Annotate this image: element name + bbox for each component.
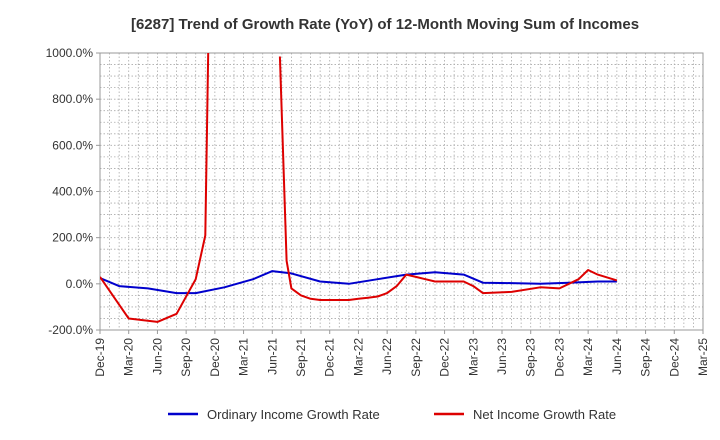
chart-title: [6287] Trend of Growth Rate (YoY) of 12-… [131, 16, 639, 33]
x-tick-label: Dec-20 [208, 338, 222, 377]
y-tick-label: 0.0% [66, 277, 94, 291]
x-tick-label: Jun-23 [495, 338, 509, 375]
y-tick-label: 200.0% [52, 231, 93, 245]
x-tick-label: Mar-22 [351, 338, 365, 376]
x-tick-label: Dec-21 [323, 338, 337, 377]
x-tick-label: Mar-20 [122, 338, 136, 376]
legend-label-net-income: Net Income Growth Rate [473, 407, 616, 422]
legend-label-ordinary-income: Ordinary Income Growth Rate [207, 407, 380, 422]
x-tick-label: Jun-21 [265, 338, 279, 375]
x-tick-label: Mar-24 [581, 338, 595, 376]
x-tick-label: Sep-20 [179, 338, 193, 377]
x-tick-label: Mar-25 [696, 338, 710, 376]
y-tick-label: 800.0% [52, 92, 93, 106]
series-lines [100, 53, 618, 323]
x-tick-label: Dec-24 [667, 338, 681, 377]
x-tick-label: Jun-22 [380, 338, 394, 375]
y-tick-label: 1000.0% [46, 46, 94, 60]
series-line-net-income [100, 53, 618, 323]
x-tick-label: Dec-23 [552, 338, 566, 377]
x-tick-label: Sep-24 [639, 338, 653, 377]
x-tick-label: Mar-23 [466, 338, 480, 376]
x-tick-label: Mar-21 [237, 338, 251, 376]
x-axis: Dec-19 Mar-20 Jun-20 Sep-20 Dec-20 Mar-21 Jun-… [93, 330, 710, 377]
x-tick-label: Jun-20 [150, 338, 164, 375]
series-line-ordinary-income [100, 270, 617, 295]
y-tick-label: -200.0% [48, 323, 93, 337]
legend: Ordinary Income Growth Rate Net Income G… [168, 407, 616, 422]
y-tick-label: 400.0% [52, 185, 93, 199]
y-axis: -200.0% 0.0% 200.0% 400.0% 600.0% 800.0% 1000.… [46, 46, 100, 337]
grid-lines [100, 53, 703, 330]
x-tick-label: Sep-21 [294, 338, 308, 377]
x-tick-label: Jun-24 [610, 338, 624, 375]
x-tick-label: Sep-22 [409, 338, 423, 377]
x-tick-label: Dec-19 [93, 338, 107, 377]
y-tick-label: 600.0% [52, 138, 93, 152]
x-tick-label: Dec-22 [438, 338, 452, 377]
x-tick-label: Sep-23 [524, 338, 538, 377]
